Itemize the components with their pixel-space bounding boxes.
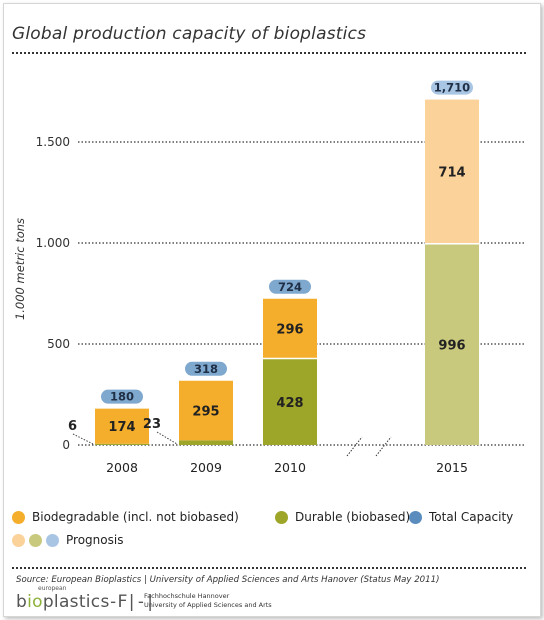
bar-durable-2015	[425, 243, 479, 445]
legend-swatch-prognosis-durable	[29, 533, 42, 547]
data-label-durable-2010: 428	[276, 396, 303, 411]
bar-biodegradable-2009	[179, 380, 233, 441]
data-label-leader	[156, 431, 178, 445]
total-pill-2008	[101, 389, 143, 404]
legend-item-total: Total Capacity	[409, 510, 513, 524]
bar-chart: 0 500 1.000 1.500 1.000 metric tons 174 6 180 20…	[13, 80, 526, 475]
total-label-2010: 724	[278, 280, 302, 294]
bar-biodegradable-2010	[263, 298, 317, 359]
legend-swatch-biodegradable	[12, 510, 25, 524]
legend-item-prognosis: Prognosis	[12, 533, 123, 547]
bar-biodegradable-2015	[425, 99, 479, 244]
bar-durable-2009	[179, 440, 233, 445]
data-label-durable-2009: 23	[143, 417, 161, 432]
bar-durable-2008	[95, 443, 149, 445]
y-tick-label: 500	[47, 337, 70, 351]
bar-biodegradable-2008	[95, 408, 149, 444]
title-divider	[12, 52, 526, 54]
x-tick-label-2008: 2008	[106, 460, 138, 475]
x-tick-label-2010: 2010	[274, 460, 306, 475]
legend-label-durable: Durable (biobased)	[295, 510, 411, 524]
bar-durable-2010	[263, 358, 317, 445]
fh-hannover-logo-text: Fachhochschule Hannover University of Ap…	[144, 592, 272, 609]
y-axis-label: 1.000 metric tons	[13, 218, 27, 320]
chart-title: Global production capacity of bioplastic…	[12, 24, 367, 44]
chart-frame: Global production capacity of bioplastic…	[3, 3, 541, 617]
x-tick-label-2015: 2015	[436, 460, 468, 475]
y-tick-label: 1.500	[36, 135, 70, 149]
legend-item-biodegradable: Biodegradable (incl. not biobased)	[12, 510, 239, 524]
axis-break-mark	[346, 436, 363, 457]
legend-item-durable: Durable (biobased)	[275, 510, 410, 524]
total-pill-2009	[185, 361, 227, 376]
data-label-biodegradable-2008: 174	[108, 420, 135, 435]
european-bioplastics-logo: european bioplastics	[16, 585, 110, 612]
total-pill-2010	[269, 279, 311, 294]
data-label-biodegradable-2015: 714	[438, 166, 465, 181]
data-label-durable-2008: 6	[68, 419, 77, 434]
source-note: Source: European Bioplastics | Universit…	[16, 575, 440, 585]
total-label-2009: 318	[194, 362, 218, 376]
total-pill-2015	[431, 80, 473, 95]
y-tick-label: 1.000	[36, 236, 70, 250]
fh-hannover-logo-mark: -F|-|	[108, 592, 155, 612]
legend-label-total: Total Capacity	[429, 510, 514, 524]
axis-break-mark	[375, 436, 392, 457]
source-divider	[12, 567, 526, 569]
data-label-biodegradable-2009: 295	[192, 405, 219, 420]
data-label-durable-2015: 996	[438, 338, 465, 353]
data-label-leader	[72, 433, 94, 445]
legend-swatch-prognosis-biodegradable	[12, 533, 25, 547]
legend-label-prognosis: Prognosis	[66, 533, 124, 547]
x-tick-label-2009: 2009	[190, 460, 222, 475]
legend-swatch-prognosis-total	[46, 533, 59, 547]
data-label-biodegradable-2010: 296	[276, 323, 303, 338]
total-label-2015: 1,710	[434, 81, 470, 95]
total-label-2008: 180	[110, 390, 134, 404]
y-tick-label: 0	[62, 438, 70, 452]
legend-swatch-durable	[275, 510, 288, 524]
legend-label-biodegradable: Biodegradable (incl. not biobased)	[32, 510, 239, 524]
legend-swatch-total	[409, 510, 422, 524]
